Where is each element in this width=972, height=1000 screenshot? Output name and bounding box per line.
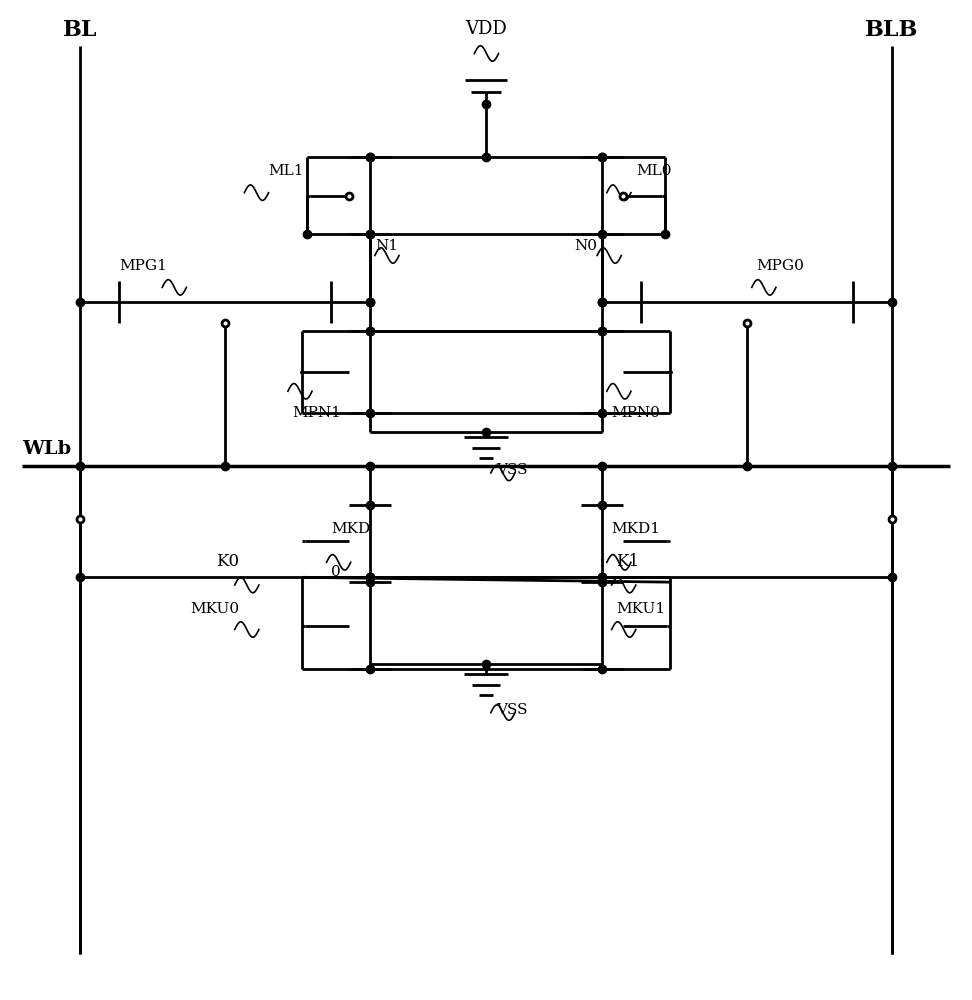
Text: MKD1: MKD1 <box>611 522 661 536</box>
Text: MKU1: MKU1 <box>616 602 666 616</box>
Text: ML0: ML0 <box>636 164 672 178</box>
Text: BLB: BLB <box>865 19 919 41</box>
Text: MPG1: MPG1 <box>120 259 167 273</box>
Text: MPN0: MPN0 <box>611 406 661 420</box>
Text: BL: BL <box>63 19 97 41</box>
Text: K1: K1 <box>616 553 640 570</box>
Text: N0: N0 <box>574 239 597 253</box>
Text: K0: K0 <box>217 553 239 570</box>
Text: MKD: MKD <box>331 522 370 536</box>
Text: 0: 0 <box>331 565 341 579</box>
Text: VSS: VSS <box>496 703 527 717</box>
Text: N1: N1 <box>375 239 398 253</box>
Text: MPG0: MPG0 <box>756 259 805 273</box>
Text: ML1: ML1 <box>268 164 304 178</box>
Text: VSS: VSS <box>496 463 527 477</box>
Text: WLb: WLb <box>22 440 71 458</box>
Text: MKU0: MKU0 <box>191 602 239 616</box>
Text: MPN1: MPN1 <box>293 406 341 420</box>
Text: VDD: VDD <box>466 20 506 38</box>
